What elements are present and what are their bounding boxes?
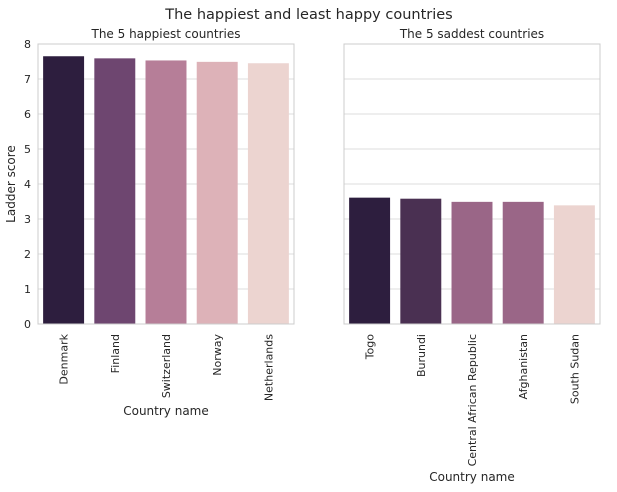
x-tick-label: South Sudan: [568, 334, 581, 404]
y-tick-label: 1: [24, 283, 31, 296]
left-x-ticks: Denmark Finland Switzerland Norway Netherlan…: [58, 333, 276, 401]
y-tick-label: 3: [24, 213, 31, 226]
bar: [196, 61, 238, 324]
right-panel: The 5 saddest countries Togo Burundi Centr…: [343, 27, 601, 484]
x-tick-label: Switzerland: [160, 334, 173, 398]
y-tick-label: 4: [24, 178, 31, 191]
x-tick-label: Central African Republic: [466, 334, 479, 466]
y-tick-label: 5: [24, 143, 31, 156]
bar: [145, 60, 187, 324]
x-tick-label: Burundi: [415, 334, 428, 377]
right-x-ticks: Togo Burundi Central African Republic Afgha…: [364, 334, 582, 467]
x-tick-label: Togo: [364, 334, 377, 361]
right-panel-title: The 5 saddest countries: [399, 27, 544, 41]
y-tick-label: 8: [24, 38, 31, 51]
right-bars: [349, 197, 595, 324]
bar: [43, 56, 85, 324]
x-tick-label: Finland: [109, 334, 122, 373]
x-tick-label: Norway: [211, 334, 224, 376]
figure-title: The happiest and least happy countries: [164, 7, 452, 23]
bar: [553, 205, 595, 324]
bar: [451, 201, 493, 324]
left-panel-title: The 5 happiest countries: [90, 27, 240, 41]
bar: [247, 63, 289, 324]
y-tick-label: 0: [24, 318, 31, 331]
y-tick-label: 6: [24, 108, 31, 121]
bar: [502, 201, 544, 324]
left-bars: [43, 56, 289, 324]
left-x-axis-label: Country name: [123, 404, 209, 418]
y-tick-label: 7: [24, 73, 31, 86]
y-tick-label: 2: [24, 248, 31, 261]
x-tick-label: Denmark: [58, 333, 71, 384]
left-plot-frame: [37, 43, 295, 325]
right-x-axis-label: Country name: [429, 470, 515, 484]
bar: [349, 197, 391, 324]
bar: [400, 198, 442, 324]
left-panel: The 5 happiest countries 0 1 2 3 4 5 6 7 8 Denma…: [4, 27, 295, 418]
x-tick-label: Netherlands: [262, 334, 275, 401]
bar: [94, 58, 136, 324]
right-plot-frame: [343, 43, 601, 325]
left-y-axis-label: Ladder score: [4, 145, 18, 223]
x-tick-label: Afghanistan: [517, 334, 530, 400]
left-y-ticks: 0 1 2 3 4 5 6 7 8: [24, 38, 31, 331]
